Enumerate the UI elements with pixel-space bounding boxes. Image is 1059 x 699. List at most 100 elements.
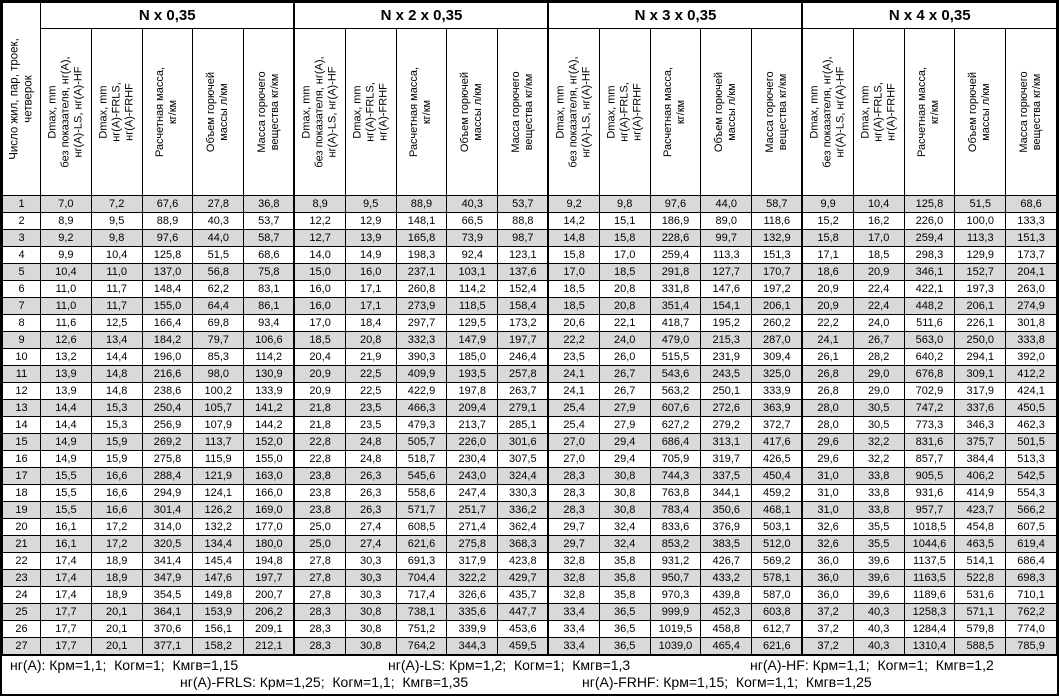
data-cell: 20,1 — [90, 637, 143, 655]
row-number-cell: 5 — [2, 263, 41, 281]
data-cell: 197,2 — [751, 280, 803, 298]
column-header-wrap: Масса горючего вещества кг/км — [245, 30, 294, 194]
data-cell: 970,3 — [649, 586, 702, 604]
data-cell: 195,2 — [700, 314, 753, 332]
data-cell: 15,5 — [40, 484, 92, 502]
data-cell: 10,4 — [90, 246, 143, 264]
data-cell: 137,6 — [497, 263, 549, 281]
data-cell: 627,2 — [649, 416, 702, 434]
data-cell: 1018,5 — [903, 518, 956, 536]
column-header: Объем горючей массы л/км — [954, 28, 1007, 196]
data-cell: 22,2 — [801, 314, 854, 332]
data-cell: 17,1 — [344, 297, 397, 315]
data-cell: 17,2 — [90, 518, 143, 536]
column-header-label: Dmax, mm нг(А)-FRLS, нг(А)-FRHF — [351, 82, 390, 142]
data-cell: 153,9 — [192, 603, 245, 621]
column-header-label: Масса горючего вещества кг/км — [255, 71, 281, 153]
data-cell: 118,6 — [751, 212, 803, 230]
data-cell: 853,2 — [649, 535, 702, 553]
footnote: нг(А)-LS: Крм=1,2; Когм=1; Кмгв=1,3 — [388, 657, 631, 673]
data-cell: 125,8 — [141, 246, 194, 264]
data-cell: 88,9 — [141, 212, 194, 230]
data-cell: 569,2 — [751, 552, 803, 570]
data-cell: 231,9 — [700, 348, 753, 366]
data-cell: 263,0 — [1005, 280, 1057, 298]
data-cell: 133,3 — [1005, 212, 1057, 230]
data-cell: 152,0 — [243, 433, 295, 451]
data-cell: 1258,3 — [903, 603, 956, 621]
data-cell: 15,9 — [90, 450, 143, 468]
data-cell: 147,9 — [446, 331, 499, 349]
data-cell: 459,5 — [497, 637, 549, 655]
data-cell: 20,1 — [90, 620, 143, 638]
row-number-cell: 12 — [2, 382, 41, 400]
data-cell: 702,9 — [903, 382, 956, 400]
data-cell: 17,4 — [40, 552, 92, 570]
data-cell: 744,3 — [649, 467, 702, 485]
data-cell: 12,6 — [40, 331, 92, 349]
data-cell: 17,1 — [344, 280, 397, 298]
data-cell: 422,1 — [903, 280, 956, 298]
data-cell: 25,0 — [293, 535, 346, 553]
data-cell: 79,7 — [192, 331, 245, 349]
data-cell: 588,5 — [954, 637, 1007, 655]
data-cell: 250,1 — [700, 382, 753, 400]
data-cell: 931,6 — [903, 484, 956, 502]
data-cell: 32,6 — [801, 535, 854, 553]
data-cell: 68,6 — [243, 246, 295, 264]
data-cell: 24,0 — [598, 331, 651, 349]
data-cell: 152,4 — [497, 280, 549, 298]
corner-header-cell: Число жил, пар, троек, четверок — [2, 2, 41, 196]
data-cell: 17,0 — [852, 229, 905, 247]
column-header: Dmax, mm без показателя, нг(А), нг(А)-LS… — [547, 28, 600, 196]
data-cell: 375,7 — [954, 433, 1007, 451]
data-cell: 462,3 — [1005, 416, 1057, 434]
data-cell: 274,9 — [1005, 297, 1057, 315]
data-cell: 173,7 — [1005, 246, 1057, 264]
data-cell: 11,0 — [40, 280, 92, 298]
data-cell: 336,2 — [497, 501, 549, 519]
data-cell: 578,1 — [751, 569, 803, 587]
data-cell: 16,0 — [293, 280, 346, 298]
data-cell: 563,2 — [649, 382, 702, 400]
data-cell: 22,4 — [852, 280, 905, 298]
data-cell: 114,2 — [243, 348, 295, 366]
data-cell: 186,9 — [649, 212, 702, 230]
data-cell: 392,0 — [1005, 348, 1057, 366]
data-cell: 30,5 — [852, 399, 905, 417]
column-header-label: Dmax, mm без показателя, нг(А), нг(А)-LS… — [808, 56, 847, 168]
data-cell: 23,8 — [293, 501, 346, 519]
data-cell: 27,8 — [293, 552, 346, 570]
data-cell: 20,4 — [293, 348, 346, 366]
data-cell: 10,4 — [40, 263, 92, 281]
data-cell: 11,0 — [90, 263, 143, 281]
data-cell: 390,3 — [395, 348, 448, 366]
data-cell: 39,6 — [852, 586, 905, 604]
data-cell: 132,2 — [192, 518, 245, 536]
data-cell: 14,0 — [293, 246, 346, 264]
data-cell: 32,4 — [598, 535, 651, 553]
data-cell: 166,0 — [243, 484, 295, 502]
data-cell: 30,3 — [344, 552, 397, 570]
data-cell: 20,9 — [801, 280, 854, 298]
data-cell: 324,4 — [497, 467, 549, 485]
data-cell: 155,0 — [243, 450, 295, 468]
data-cell: 514,1 — [954, 552, 1007, 570]
column-header-label: Объем горючей массы л/км — [205, 72, 231, 153]
data-cell: 531,6 — [954, 586, 1007, 604]
column-header-wrap: Dmax, mm без показателя, нг(А), нг(А)-LS… — [296, 30, 344, 194]
data-cell: 97,6 — [141, 229, 194, 247]
data-cell: 294,9 — [141, 484, 194, 502]
data-cell: 607,5 — [1005, 518, 1057, 536]
data-cell: 999,9 — [649, 603, 702, 621]
data-cell: 129,9 — [954, 246, 1007, 264]
data-cell: 26,3 — [344, 501, 397, 519]
data-cell: 26,8 — [801, 382, 854, 400]
data-cell: 126,2 — [192, 501, 245, 519]
data-cell: 279,1 — [497, 399, 549, 417]
data-cell: 16,1 — [40, 535, 92, 553]
column-header-label: Масса горючего вещества кг/км — [1018, 71, 1044, 153]
data-cell: 11,6 — [40, 314, 92, 332]
data-cell: 152,7 — [954, 263, 1007, 281]
data-cell: 558,6 — [395, 484, 448, 502]
